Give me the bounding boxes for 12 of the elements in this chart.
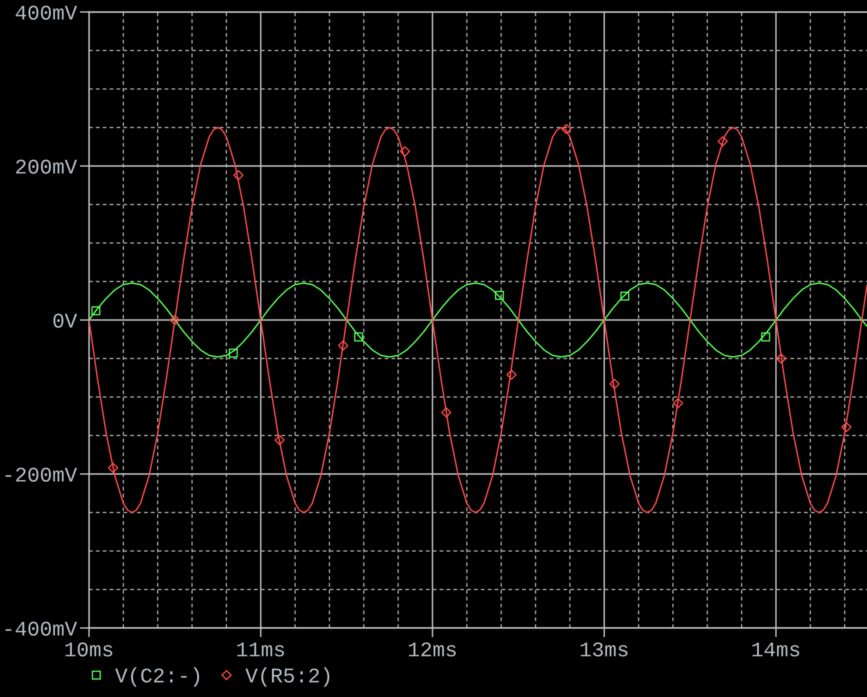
x-tick-label: 14ms bbox=[752, 642, 800, 656]
y-tick-label: 400mV bbox=[16, 6, 78, 20]
legend-label: V(R5:2) bbox=[245, 667, 330, 687]
legend-label: V(C2:-) bbox=[115, 667, 200, 687]
y-tick-label: 0V bbox=[53, 314, 78, 328]
x-tick-label: 10ms bbox=[66, 642, 112, 656]
x-tick-label: 13ms bbox=[580, 642, 628, 656]
x-tick-label: 12ms bbox=[408, 642, 456, 656]
y-tick-label: -400mV bbox=[6, 622, 78, 636]
y-tick-label: 200mV bbox=[16, 160, 78, 174]
y-tick-label: -200mV bbox=[6, 468, 78, 482]
x-tick-label: 11ms bbox=[237, 642, 284, 656]
